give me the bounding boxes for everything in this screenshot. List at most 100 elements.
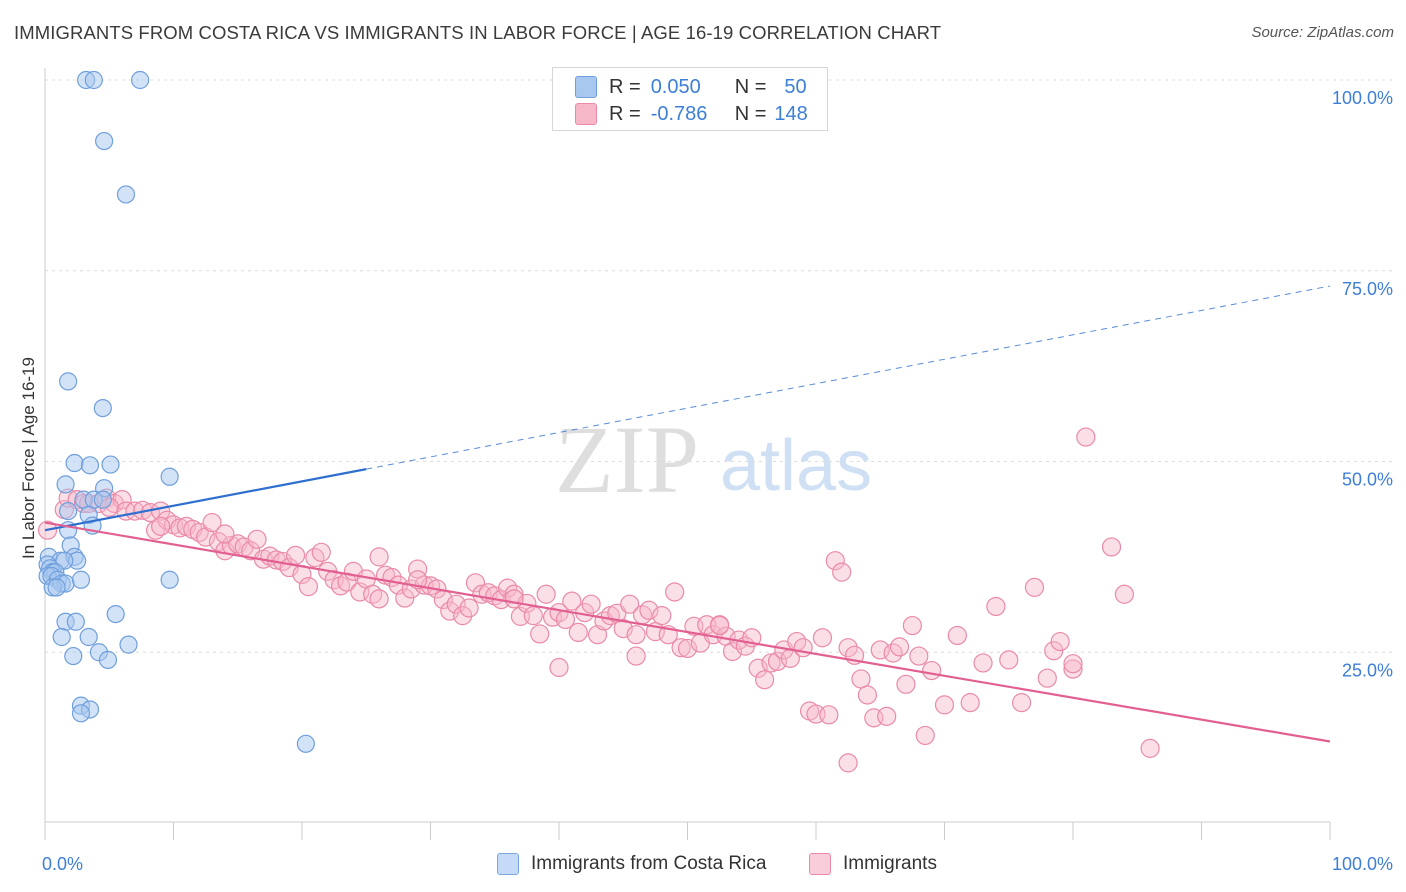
- immigrants-point: [305, 548, 325, 568]
- costa-rica-point: [119, 635, 138, 654]
- immigrants-point: [1114, 584, 1135, 604]
- immigrants-point: [369, 547, 389, 567]
- immigrants-point: [922, 660, 942, 681]
- watermark: ZIP atlas: [555, 406, 872, 513]
- costa-rica-trend-solid: [44, 468, 367, 532]
- immigrants-point: [549, 657, 569, 678]
- costa-rica-point: [56, 475, 75, 494]
- costa-rica-point: [52, 627, 71, 647]
- costa-rica-trend-dashed: [366, 285, 1331, 470]
- legend-row-immigrants: R = -0.786 N = 148: [575, 101, 808, 127]
- chart-title: IMMIGRANTS FROM COSTA RICA VS IMMIGRANTS…: [14, 22, 942, 43]
- immigrants-point: [902, 615, 922, 636]
- chart-source: Source: ZipAtlas.com: [1251, 24, 1394, 41]
- bottom-legend-costa-rica: Immigrants from Costa Rica: [497, 852, 766, 876]
- immigrants-points: [37, 427, 1160, 773]
- y-axis-label: In Labor Force | Age 16-19: [19, 357, 38, 559]
- immigrants-point: [973, 653, 993, 673]
- legend-swatch-blue: [575, 76, 597, 98]
- costa-rica-point: [71, 570, 91, 589]
- legend-r-label: R =: [609, 75, 641, 98]
- immigrants-point: [947, 625, 967, 646]
- bottom-legend-swatch-blue: [497, 853, 519, 875]
- immigrants-point: [665, 582, 685, 602]
- bottom-legend-label-immigrants: Immigrants: [843, 853, 937, 874]
- watermark-atlas: atlas: [720, 426, 872, 506]
- costa-rica-points: [38, 70, 315, 753]
- costa-rica-point: [66, 612, 85, 631]
- immigrants-point: [1063, 659, 1083, 679]
- immigrants-point: [896, 674, 916, 694]
- gridlines: [45, 79, 1392, 653]
- immigrants-point: [247, 529, 267, 549]
- immigrants-point: [754, 670, 775, 690]
- legend-n-label: N =: [734, 75, 767, 98]
- immigrants-point: [530, 624, 550, 644]
- costa-rica-point: [80, 456, 100, 475]
- immigrants-point: [793, 638, 813, 658]
- bottom-legend-label-costa-rica: Immigrants from Costa Rica: [531, 853, 767, 874]
- immigrants-point: [877, 706, 897, 726]
- immigrants-point: [838, 638, 858, 658]
- costa-rica-point: [71, 704, 91, 723]
- immigrants-point: [748, 658, 768, 678]
- immigrants-point: [819, 705, 839, 725]
- immigrants-point: [568, 622, 588, 643]
- x-tick-label: 0.0%: [42, 854, 83, 874]
- immigrants-point: [1140, 738, 1160, 758]
- legend-r-value: 0.050: [650, 75, 701, 98]
- immigrants-point: [857, 685, 878, 705]
- axes: [44, 68, 1331, 840]
- immigrants-point: [652, 606, 672, 626]
- immigrants-point: [1050, 631, 1070, 652]
- immigrants-point: [459, 598, 479, 618]
- bottom-legend-swatch-pink: [809, 853, 831, 875]
- immigrants-point: [851, 669, 871, 689]
- legend-n-value: 50: [784, 75, 807, 98]
- immigrants-point: [626, 646, 646, 666]
- immigrants-point: [838, 753, 858, 773]
- y-tick-label: 75.0%: [1342, 279, 1393, 299]
- immigrants-point: [298, 577, 319, 597]
- immigrants-point: [465, 573, 486, 593]
- immigrants-point: [504, 589, 524, 609]
- costa-rica-point: [296, 734, 315, 753]
- legend-row-costa-rica: R = 0.050 N = 50: [575, 74, 807, 100]
- x-tick-label: 100.0%: [1332, 854, 1393, 874]
- immigrants-point: [369, 589, 389, 609]
- costa-rica-point: [106, 604, 125, 624]
- y-tick-label: 100.0%: [1332, 88, 1393, 108]
- immigrants-point: [710, 615, 730, 636]
- trend-lines: [44, 285, 1331, 743]
- legend-r-value: -0.786: [650, 102, 708, 125]
- immigrants-point: [761, 653, 781, 673]
- costa-rica-point: [79, 627, 98, 647]
- immigrants-point: [523, 606, 543, 626]
- immigrants-point: [1011, 693, 1032, 713]
- legend-n-label: N =: [734, 102, 767, 125]
- immigrants-point: [722, 641, 743, 662]
- immigrants-point: [1076, 427, 1096, 447]
- costa-rica-point: [130, 70, 150, 90]
- immigrants-point: [909, 646, 929, 666]
- costa-rica-point: [64, 646, 83, 666]
- legend-r-label: R =: [609, 102, 641, 125]
- immigrants-point: [1037, 668, 1057, 688]
- immigrants-point: [986, 596, 1006, 617]
- immigrants-point: [311, 542, 331, 562]
- costa-rica-point: [160, 570, 179, 589]
- immigrants-point: [285, 545, 306, 565]
- immigrants-point: [215, 524, 235, 544]
- immigrants-point: [626, 625, 646, 645]
- immigrants-point: [202, 512, 222, 533]
- immigrants-point: [832, 562, 852, 582]
- immigrants-point: [1024, 577, 1045, 597]
- immigrants-point: [999, 650, 1019, 670]
- bottom-legend-immigrants: Immigrants: [809, 852, 937, 876]
- immigrants-point: [581, 594, 601, 614]
- costa-rica-point: [101, 455, 120, 474]
- costa-rica-point: [65, 453, 84, 473]
- correlation-legend: R = 0.050 N = 50 R = -0.786 N = 148: [552, 67, 828, 131]
- costa-rica-point: [84, 70, 103, 90]
